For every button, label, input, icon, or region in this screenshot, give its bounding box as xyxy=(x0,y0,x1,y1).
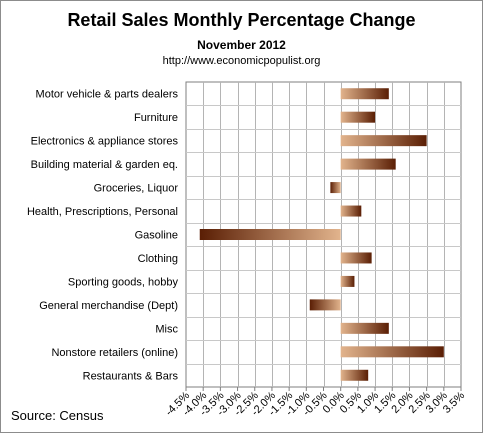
bar-6 xyxy=(340,205,362,217)
category-label: Gasoline xyxy=(135,230,178,242)
bar-4 xyxy=(340,158,396,170)
bar-11 xyxy=(340,322,389,334)
bar-12 xyxy=(340,346,444,358)
chart-source-url: http://www.economicpopulist.org xyxy=(162,55,321,67)
category-label: General merchandise (Dept) xyxy=(39,300,178,312)
bar-7 xyxy=(199,229,341,240)
bar-9 xyxy=(340,275,355,287)
bar-1 xyxy=(340,88,389,100)
chart-title: Retail Sales Monthly Percentage Change xyxy=(67,10,416,30)
bar-3 xyxy=(340,135,427,147)
bar-8 xyxy=(340,252,372,264)
category-label: Restaurants & Bars xyxy=(83,370,179,382)
chart-subtitle: November 2012 xyxy=(197,38,286,52)
category-label: Sporting goods, hobby xyxy=(68,276,179,288)
category-label: Health, Prescriptions, Personal xyxy=(27,206,178,218)
bar-13 xyxy=(340,369,369,381)
bar-5 xyxy=(330,182,341,194)
chart-footer: Source: Census xyxy=(11,408,104,423)
category-label: Nonstore retailers (online) xyxy=(51,347,178,359)
category-label: Motor vehicle & parts dealers xyxy=(36,89,179,101)
bar-10 xyxy=(309,299,341,311)
category-label: Clothing xyxy=(138,253,178,265)
category-label: Misc xyxy=(155,323,178,335)
category-label: Electronics & appliance stores xyxy=(31,136,179,148)
category-label: Groceries, Liquor xyxy=(94,183,179,195)
category-label: Building material & garden eq. xyxy=(31,159,178,171)
category-label: Furniture xyxy=(134,112,178,124)
bar-2 xyxy=(340,111,376,123)
